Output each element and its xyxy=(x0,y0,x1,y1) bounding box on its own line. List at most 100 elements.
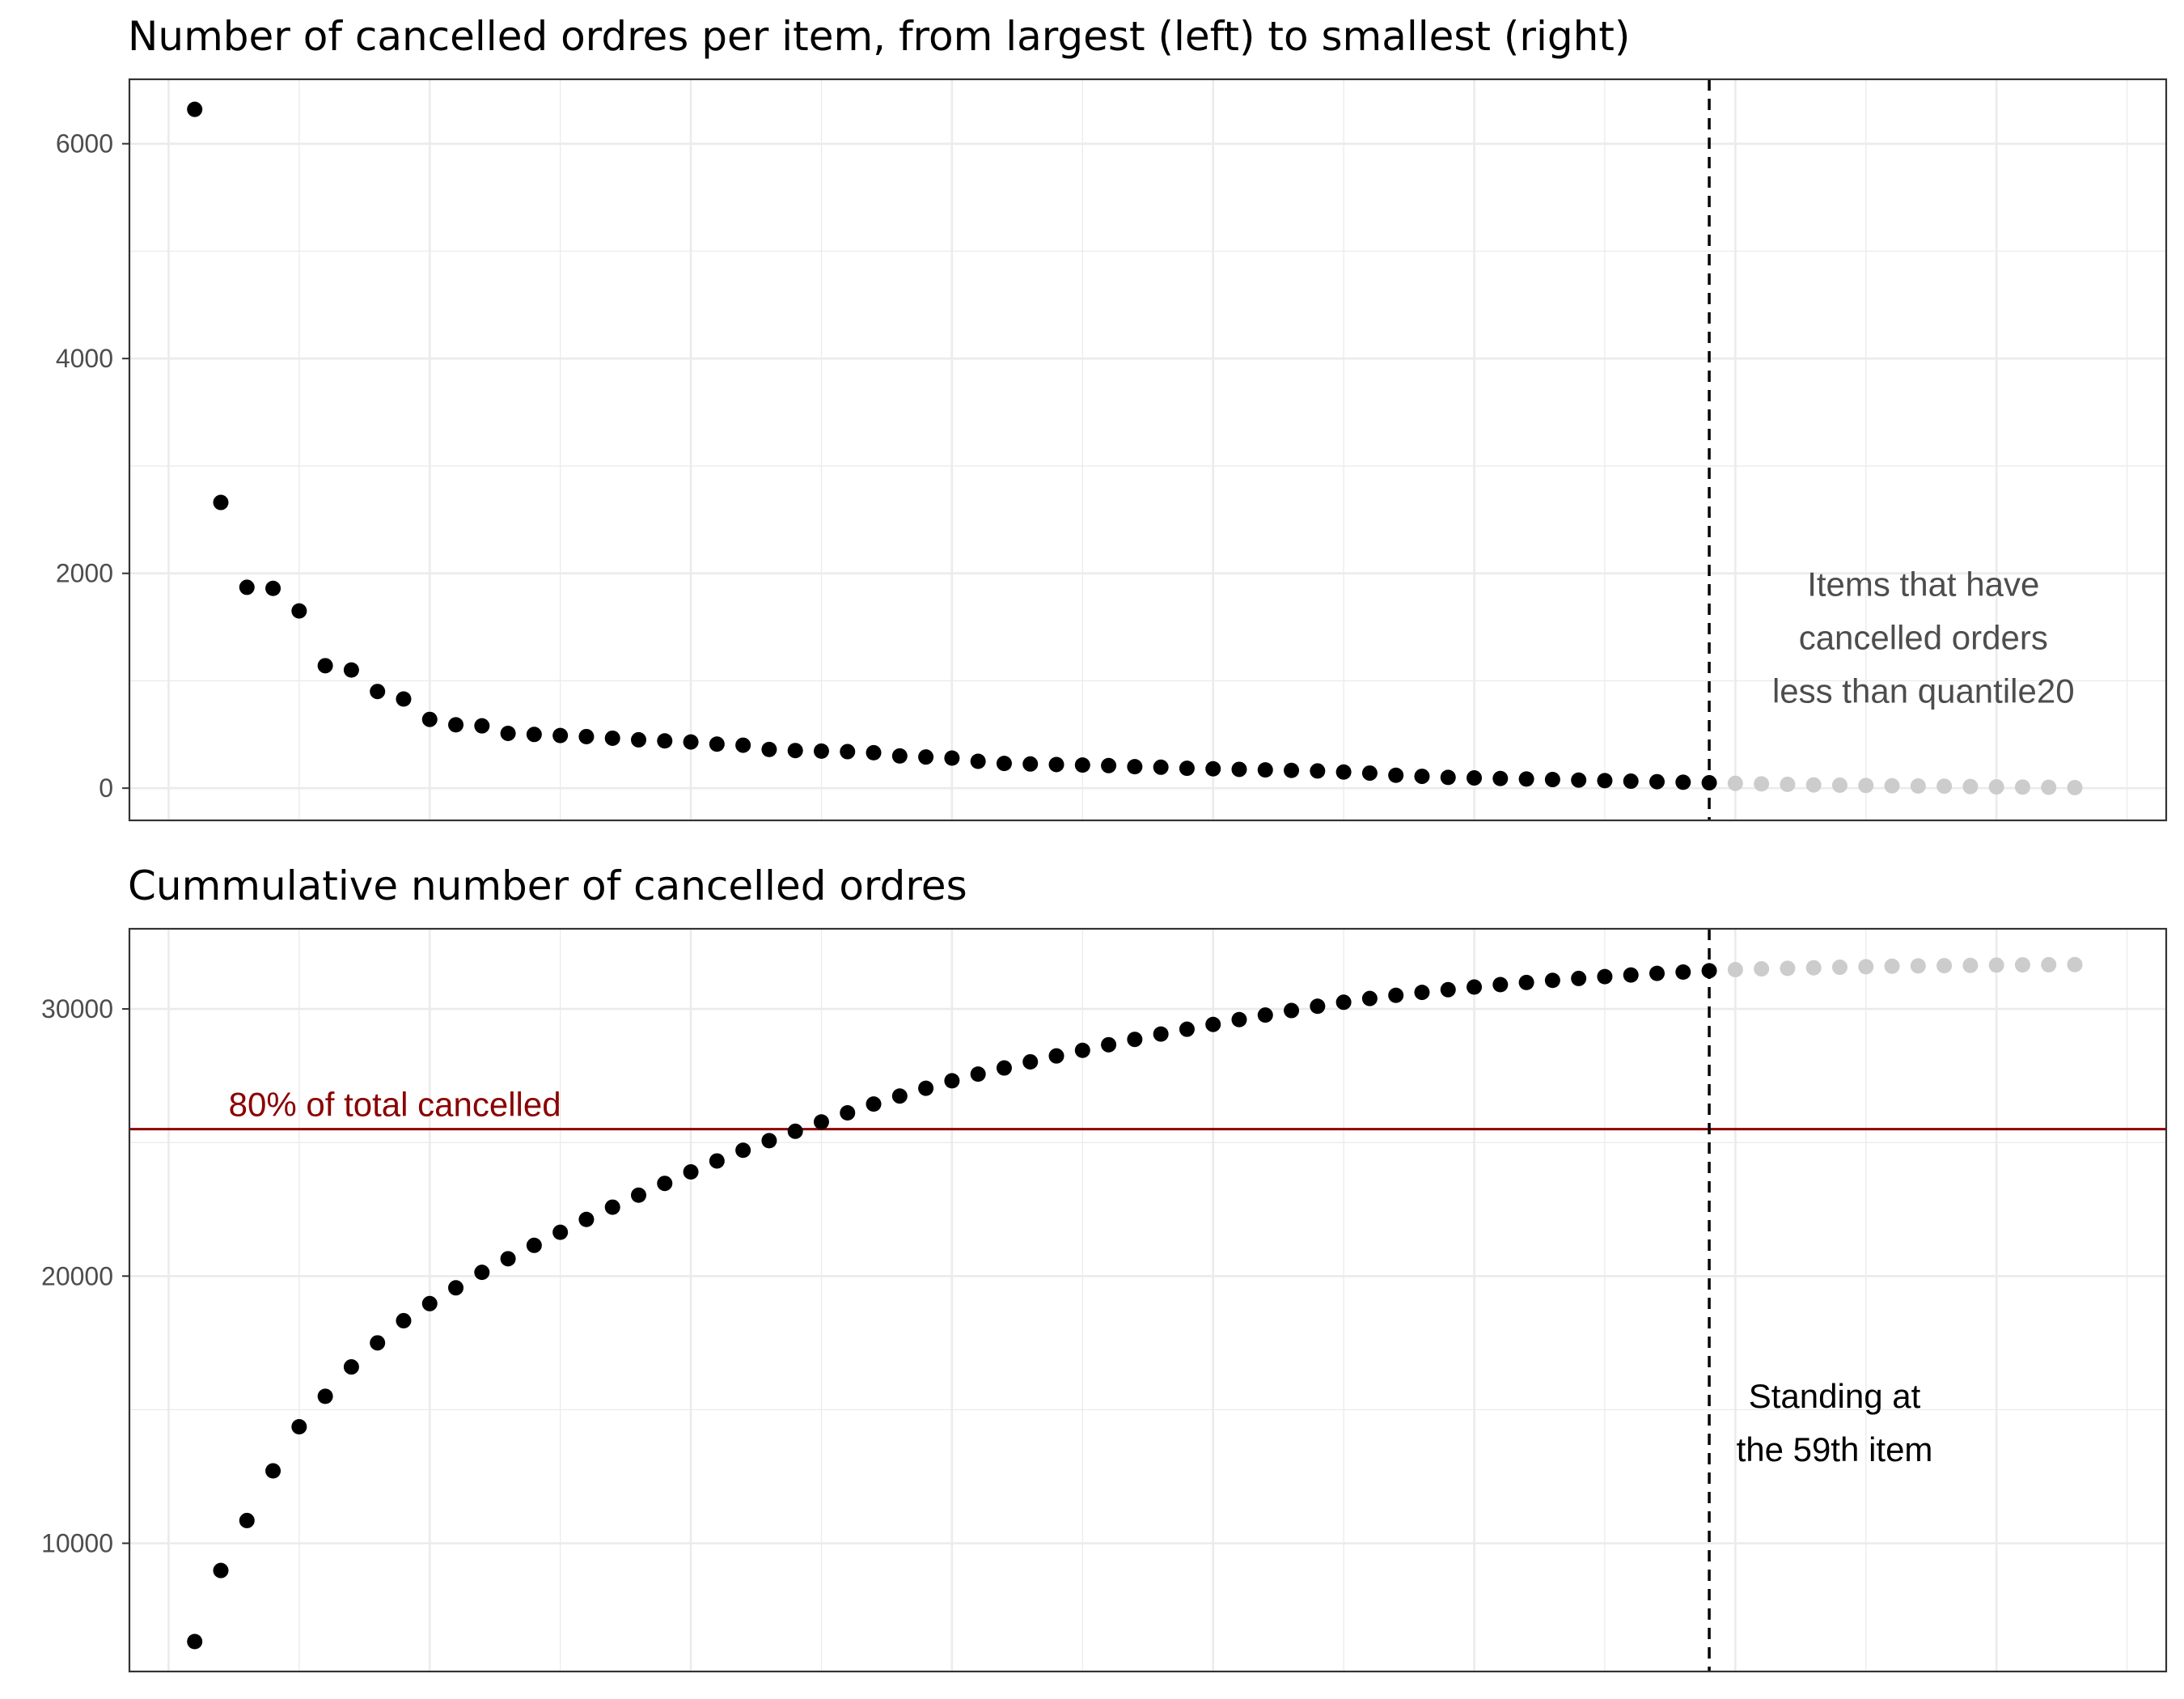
data-point xyxy=(291,1419,307,1435)
data-point xyxy=(578,1211,595,1227)
data-point xyxy=(1310,998,1326,1015)
data-point xyxy=(1649,965,1665,981)
data-point xyxy=(2014,957,2030,973)
annotations-top: Items that have cancelled orders less than… xyxy=(1772,565,2075,710)
data-point xyxy=(735,737,751,753)
y-axis-top: 0 2000 4000 6000 xyxy=(56,129,129,803)
data-point xyxy=(1257,762,1273,778)
data-point xyxy=(474,1265,490,1281)
data-point xyxy=(1440,981,1456,998)
annotation-line: the 59th item xyxy=(1737,1430,1933,1468)
y-tick-label: 10000 xyxy=(41,1528,113,1557)
data-point xyxy=(891,748,908,764)
data-point xyxy=(500,725,516,741)
data-point xyxy=(683,734,699,750)
data-point xyxy=(2041,956,2057,972)
data-point xyxy=(1492,977,1509,993)
data-point xyxy=(396,1312,412,1328)
y-tick-label: 2000 xyxy=(56,559,113,588)
data-point xyxy=(552,1224,569,1240)
data-point xyxy=(370,684,386,700)
data-point xyxy=(813,743,829,759)
points-top xyxy=(187,101,2083,796)
data-point xyxy=(1153,1026,1169,1042)
threshold-80-percent-label: 80% of total cancelled xyxy=(229,1086,561,1124)
annotation-line: Items that have xyxy=(1807,565,2039,603)
data-point xyxy=(1571,970,1587,986)
data-point xyxy=(1179,1021,1195,1037)
points-bottom xyxy=(187,956,2083,1650)
data-point xyxy=(1675,774,1691,790)
data-point xyxy=(1388,987,1404,1003)
y-axis-bottom: 10000 20000 30000 xyxy=(41,994,129,1557)
panel-title-top: Number of cancelled ordres per item, fro… xyxy=(128,13,1630,60)
data-point xyxy=(2067,780,2083,796)
data-point xyxy=(421,1295,438,1311)
reference-lines-bottom: 80% of total cancelled xyxy=(129,929,2166,1671)
data-point xyxy=(1858,959,1874,975)
data-point xyxy=(421,711,438,727)
data-point xyxy=(317,658,333,674)
data-point xyxy=(1048,756,1064,773)
data-point xyxy=(1361,765,1378,782)
data-point xyxy=(1805,960,1822,976)
data-point xyxy=(2041,779,2057,795)
data-point xyxy=(1544,772,1560,788)
annotations-bottom: Standing at the 59th item xyxy=(1737,1377,1933,1468)
data-point xyxy=(840,744,856,760)
data-point xyxy=(1205,1016,1221,1032)
data-point xyxy=(787,743,803,759)
data-point xyxy=(265,580,281,596)
data-point xyxy=(1571,772,1587,788)
y-tick-label: 4000 xyxy=(56,344,113,373)
panel-cumulative-cancelled: Cummulative number of cancelled ordres 8… xyxy=(41,862,2168,1673)
data-point xyxy=(1858,777,1874,794)
data-point xyxy=(1074,757,1090,773)
data-point xyxy=(709,1153,725,1169)
data-point xyxy=(1284,1002,1300,1019)
data-point xyxy=(239,579,255,595)
data-point xyxy=(1518,974,1534,990)
data-point xyxy=(1101,1036,1117,1053)
panel-border-bottom xyxy=(128,927,2168,1673)
data-point xyxy=(918,1080,934,1096)
data-point xyxy=(657,733,673,749)
data-point xyxy=(1022,756,1039,772)
data-point xyxy=(1805,777,1822,793)
data-point xyxy=(187,101,203,117)
data-point xyxy=(526,727,542,743)
data-point xyxy=(604,730,620,746)
data-point xyxy=(1492,770,1509,786)
data-point xyxy=(1048,1048,1064,1064)
data-point xyxy=(1597,968,1613,985)
data-point xyxy=(970,753,986,769)
data-point xyxy=(1205,761,1221,777)
data-point xyxy=(1780,960,1796,977)
data-point xyxy=(996,756,1012,772)
annotation-line: less than quantile20 xyxy=(1772,672,2075,710)
data-point xyxy=(970,1066,986,1083)
data-point xyxy=(343,1359,359,1375)
data-point xyxy=(500,1251,516,1267)
data-point xyxy=(213,494,229,511)
data-point xyxy=(1153,759,1169,775)
data-point xyxy=(239,1512,255,1528)
data-point xyxy=(1623,773,1639,790)
data-point xyxy=(657,1176,673,1192)
y-tick-label: 30000 xyxy=(41,994,113,1023)
data-point xyxy=(918,749,934,765)
data-point xyxy=(996,1060,1012,1076)
grid-bottom xyxy=(129,929,2166,1671)
data-point xyxy=(1936,958,1953,974)
data-point xyxy=(1988,957,2004,973)
panel-border-top xyxy=(128,78,2168,822)
data-point xyxy=(1962,957,1979,973)
data-point xyxy=(1440,769,1456,786)
data-point xyxy=(396,691,412,707)
data-point xyxy=(631,731,646,748)
data-point xyxy=(317,1388,333,1405)
data-point xyxy=(1335,764,1352,780)
data-point xyxy=(1335,994,1352,1011)
data-point xyxy=(1257,1007,1273,1023)
